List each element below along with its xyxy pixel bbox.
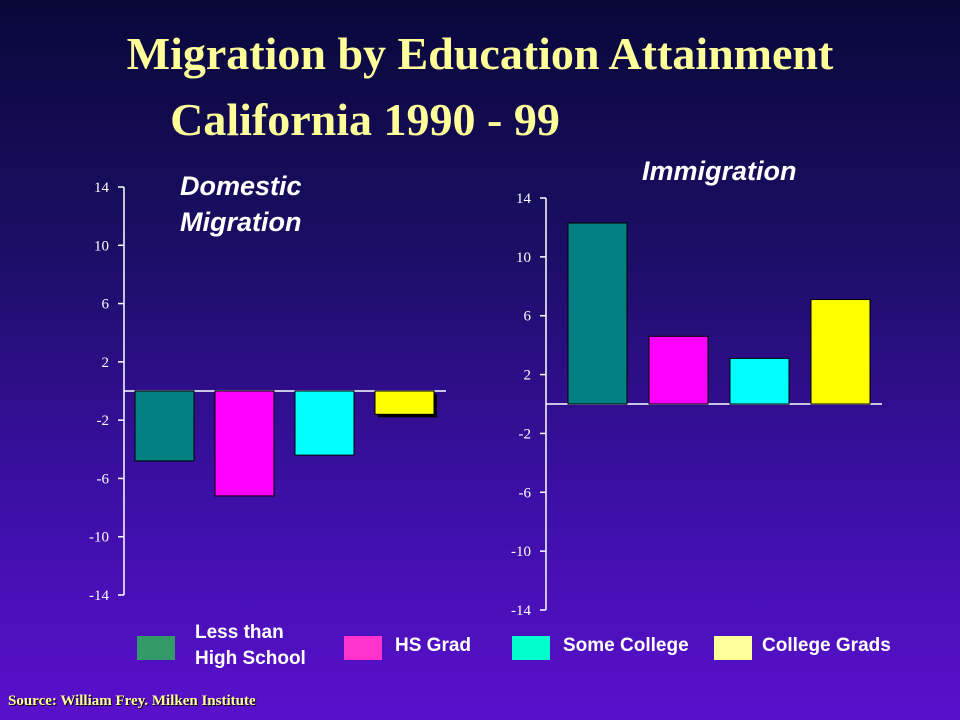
immigration-bar-less-than-hs [567,222,628,405]
domestic-tick-label: -6 [97,471,110,487]
domestic-tick-label: 14 [94,180,110,196]
immigration-tick-label: -2 [519,426,532,442]
chart-title-line2: California 1990 - 99 [170,94,560,145]
domestic-tick-label: 10 [94,238,109,254]
legend-label-hs-grad: HS Grad [395,635,472,656]
chart-title-line1: Migration by Education Attainment [126,28,834,79]
immigration-tick-label: 6 [524,309,532,325]
domestic-bar-less-than-hs [134,390,195,462]
source-note: Source: William Frey. Milken Institute [8,693,256,709]
immigration-panel-title: Immigration [642,156,797,186]
legend-swatch-college-grads [714,636,752,660]
legend-swatch-some-college [512,636,550,660]
domestic-tick-label: -2 [97,413,110,429]
domestic-tick-label: -14 [89,588,109,604]
immigration-bar-some-college [729,357,790,405]
domestic-panel-title: Domestic Migration [180,171,302,237]
immigration-tick-label: -14 [511,603,531,619]
immigration-bar-hs-grad [648,335,709,405]
immigration-tick-label: -10 [511,544,531,560]
domestic-tick-label: -10 [89,530,109,546]
legend-label-less-than-hs: Less than High School [195,622,306,669]
legend-label-college-grads: College Grads [762,635,891,656]
domestic-bar-college-grads [374,390,435,415]
domestic-tick-label: 6 [102,297,110,313]
immigration-tick-label: -6 [519,485,532,501]
domestic-bar-hs-grad [214,390,275,497]
immigration-tick-label: 14 [516,191,532,207]
immigration-tick-label: 10 [516,250,531,266]
legend-swatch-less-than-hs [137,636,175,660]
domestic-bar-some-college [294,390,355,456]
legend-label-some-college: Some College [563,635,689,656]
immigration-bar-college-grads [810,299,871,405]
domestic-tick-label: 2 [102,355,110,371]
immigration-tick-label: 2 [524,368,532,384]
legend-swatch-hs-grad [344,636,382,660]
